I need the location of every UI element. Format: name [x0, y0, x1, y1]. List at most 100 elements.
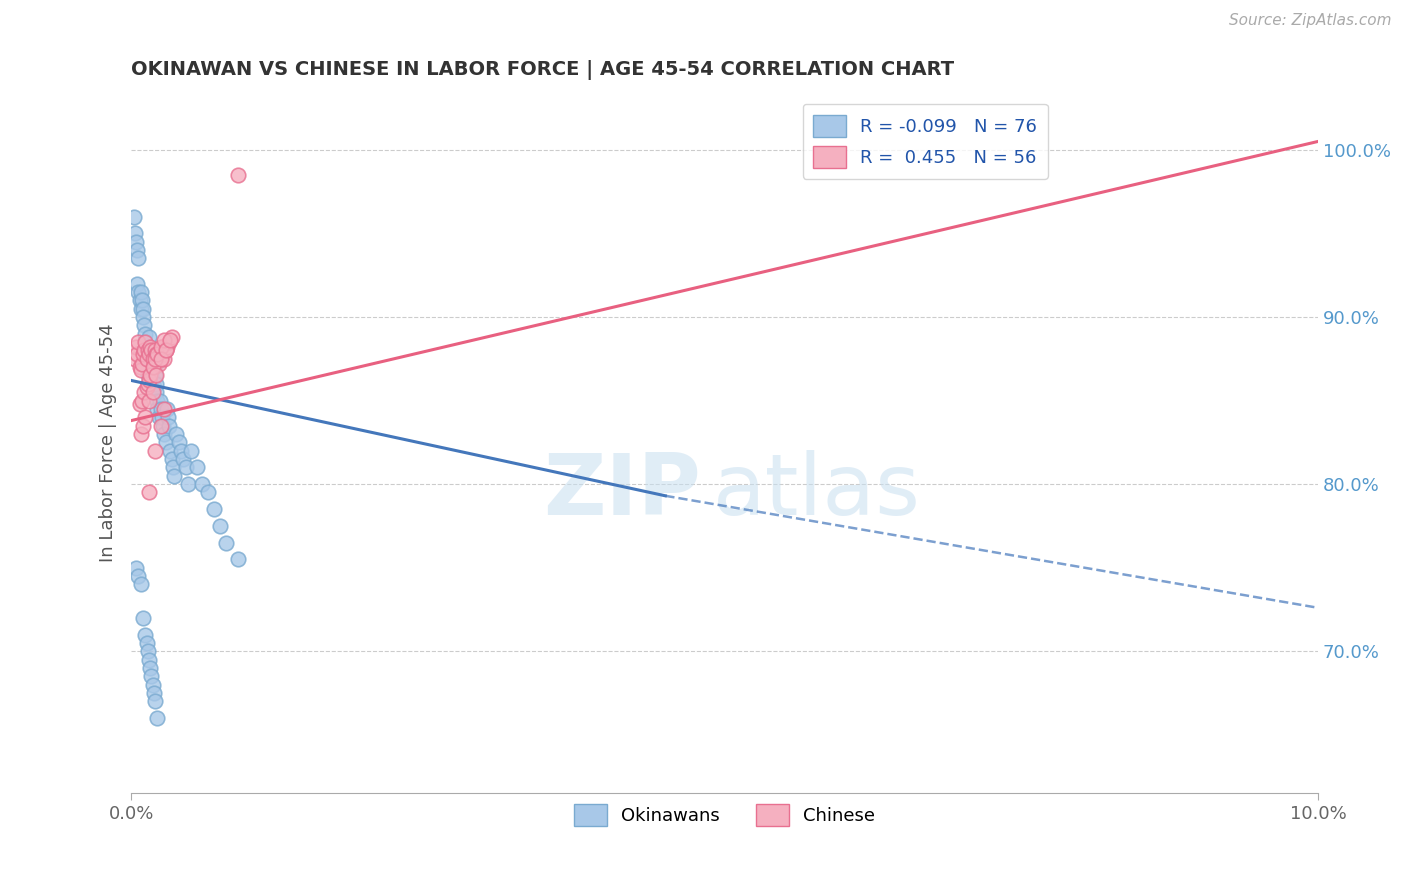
Point: [122, 210, 145, 224]
Point: [142, 351, 165, 366]
Point: [124, 351, 146, 366]
Point: [197, 485, 219, 500]
Point: [142, 686, 165, 700]
Point: [132, 310, 155, 324]
Point: [149, 418, 172, 433]
Point: [163, 468, 186, 483]
Point: [136, 368, 159, 383]
Point: [139, 340, 162, 354]
Point: [136, 343, 159, 358]
Point: [186, 460, 208, 475]
Point: [127, 285, 149, 299]
Point: [139, 661, 162, 675]
Point: [142, 360, 165, 375]
Point: [134, 334, 156, 349]
Point: [145, 385, 167, 400]
Point: [134, 627, 156, 641]
Point: [127, 334, 149, 349]
Point: [148, 357, 170, 371]
Point: [145, 376, 167, 391]
Point: [153, 426, 176, 441]
Point: [180, 443, 202, 458]
Point: [149, 351, 172, 366]
Point: [149, 340, 172, 354]
Point: [141, 360, 163, 375]
Point: [139, 347, 162, 361]
Point: [146, 351, 169, 366]
Point: [152, 347, 174, 361]
Point: [142, 380, 165, 394]
Point: [142, 385, 165, 400]
Point: [153, 334, 176, 348]
Point: [141, 368, 163, 383]
Point: [153, 401, 176, 416]
Text: atlas: atlas: [713, 450, 921, 533]
Point: [143, 694, 166, 708]
Point: [135, 351, 157, 366]
Point: [134, 410, 156, 425]
Point: [135, 636, 157, 650]
Point: [146, 393, 169, 408]
Point: [129, 426, 152, 441]
Text: OKINAWAN VS CHINESE IN LABOR FORCE | AGE 45-54 CORRELATION CHART: OKINAWAN VS CHINESE IN LABOR FORCE | AGE…: [131, 60, 955, 79]
Point: [127, 252, 149, 266]
Point: [129, 285, 152, 299]
Point: [134, 385, 156, 400]
Point: [138, 485, 160, 500]
Point: [143, 443, 166, 458]
Point: [150, 340, 173, 354]
Point: [131, 393, 153, 408]
Point: [127, 243, 149, 257]
Point: [128, 360, 150, 375]
Point: [145, 368, 167, 383]
Point: [127, 277, 149, 291]
Point: [141, 343, 163, 358]
Point: [132, 611, 155, 625]
Point: [159, 334, 181, 348]
Point: [172, 452, 194, 467]
Point: [160, 452, 183, 467]
Point: [143, 368, 166, 383]
Point: [136, 376, 159, 391]
Text: Source: ZipAtlas.com: Source: ZipAtlas.com: [1229, 13, 1392, 29]
Point: [127, 569, 149, 583]
Point: [142, 374, 165, 388]
Point: [138, 340, 160, 354]
Point: [134, 343, 156, 358]
Point: [141, 669, 163, 683]
Point: [226, 168, 249, 182]
Point: [132, 301, 155, 316]
Point: [156, 401, 179, 416]
Point: [160, 330, 183, 344]
Point: [143, 351, 166, 366]
Point: [191, 477, 214, 491]
Point: [155, 435, 177, 450]
Point: [155, 343, 177, 358]
Point: [132, 347, 155, 361]
Point: [167, 435, 190, 450]
Point: [146, 347, 169, 361]
Point: [209, 519, 232, 533]
Point: [148, 410, 170, 425]
Point: [124, 227, 146, 241]
Point: [149, 401, 172, 416]
Text: ZIP: ZIP: [543, 450, 702, 533]
Point: [170, 443, 193, 458]
Point: [125, 340, 148, 354]
Point: [125, 560, 148, 574]
Point: [215, 535, 238, 549]
Point: [152, 418, 174, 433]
Point: [138, 652, 160, 666]
Point: [157, 334, 180, 349]
Point: [132, 418, 155, 433]
Legend: Okinawans, Chinese: Okinawans, Chinese: [567, 797, 883, 833]
Point: [162, 460, 184, 475]
Point: [138, 347, 160, 361]
Point: [134, 326, 156, 341]
Point: [129, 363, 152, 377]
Point: [226, 552, 249, 566]
Point: [129, 577, 152, 591]
Point: [129, 301, 152, 316]
Point: [146, 401, 169, 416]
Point: [156, 340, 179, 354]
